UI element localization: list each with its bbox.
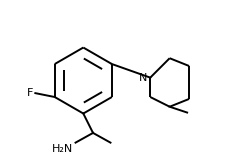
Text: H₂N: H₂N	[52, 144, 74, 154]
Text: N: N	[139, 73, 147, 83]
Text: F: F	[27, 88, 34, 98]
